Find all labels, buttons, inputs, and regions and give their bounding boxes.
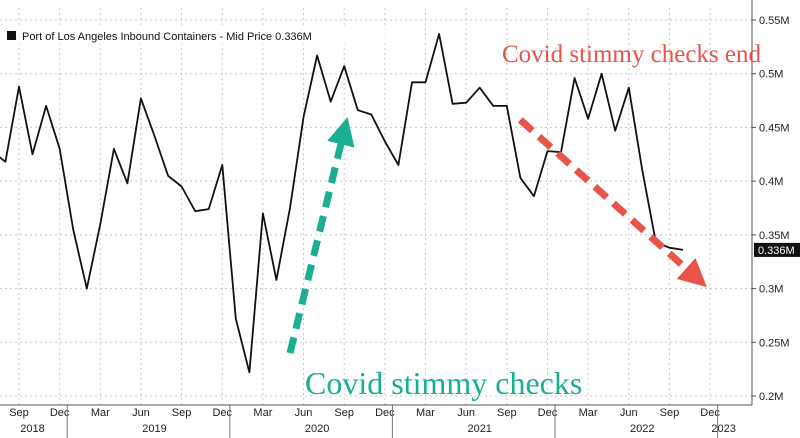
x-tick-label: Sep [334, 407, 354, 419]
x-tick-label: Mar [91, 407, 110, 419]
y-tick-label: 0.55M [759, 15, 790, 27]
x-year-label: 2019 [142, 423, 166, 435]
y-tick-label: 0.2M [759, 391, 783, 403]
annotation-checks-end: Covid stimmy checks end [502, 41, 761, 68]
x-tick-label: Dec [212, 407, 232, 419]
annotation-checks: Covid stimmy checks [305, 365, 582, 401]
gridlines [0, 8, 752, 405]
x-tick-label: Dec [700, 407, 720, 419]
x-tick-label: Sep [497, 407, 517, 419]
x-year-label: 2023 [711, 423, 735, 435]
annotation-arrow-start [286, 117, 355, 354]
x-tick-label: Dec [538, 407, 558, 419]
x-tick-label: Jun [457, 407, 475, 419]
last-value-tag [754, 242, 800, 257]
annotations: Covid stimmy checks end Covid stimmy chec… [286, 41, 761, 401]
x-tick-label: Dec [375, 407, 395, 419]
x-year-label: 2020 [305, 423, 329, 435]
x-tick-label: Jun [620, 407, 638, 419]
x-tick-label: Dec [50, 407, 70, 419]
x-tick-label: Sep [9, 407, 29, 419]
series-line [0, 33, 684, 374]
x-tick-label: Sep [172, 407, 192, 419]
y-tick-label: 0.45M [759, 122, 790, 134]
x-tick-label: Jun [132, 407, 150, 419]
x-year-label: 2018 [20, 423, 44, 435]
y-tick-label: 0.5M [759, 69, 783, 81]
y-tick-label: 0.35M [759, 230, 790, 242]
annotation-arrow-end [518, 117, 707, 288]
legend: Port of Los Angeles Inbound Containers -… [0, 27, 385, 44]
x-year-label: 2022 [630, 423, 654, 435]
x-tick-label: Mar [579, 407, 598, 419]
legend-background [0, 27, 385, 44]
last-value-label: 0.336M [758, 245, 795, 257]
x-tick-label: Jun [295, 407, 313, 419]
x-tick-label: Sep [660, 407, 680, 419]
legend-entry-label: Port of Los Angeles Inbound Containers -… [22, 31, 312, 43]
x-year-label: 2021 [467, 423, 491, 435]
y-tick-label: 0.25M [759, 337, 790, 349]
x-tick-label: Mar [253, 407, 272, 419]
y-tick-label: 0.4M [759, 176, 783, 188]
x-tick-label: Mar [416, 407, 435, 419]
legend-swatch [7, 31, 16, 40]
y-tick-label: 0.3M [759, 284, 783, 296]
series-layer [0, 33, 684, 374]
